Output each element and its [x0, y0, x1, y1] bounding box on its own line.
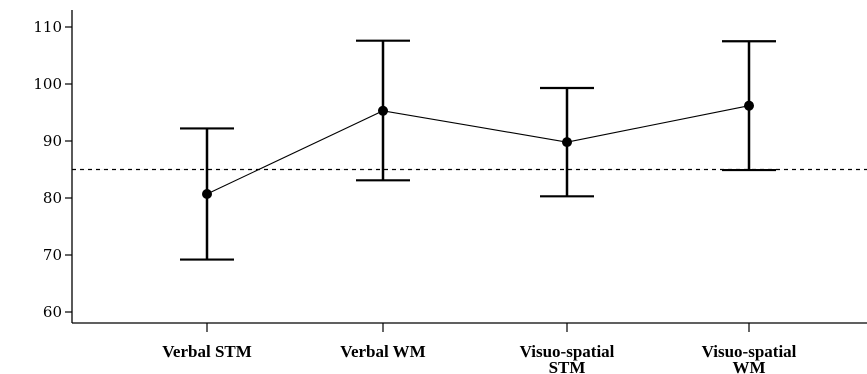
data-point — [744, 100, 754, 111]
x-category-label: Verbal STM — [162, 342, 252, 361]
y-tick-label: 100 — [33, 75, 62, 93]
x-category-label: Visuo-spatial WM — [702, 342, 797, 374]
category-labels: Verbal STM Verbal WM Visuo-spatial STMVisuo… — [162, 342, 796, 374]
y-tick-label: 90 — [43, 132, 62, 150]
series-line-group — [206, 105, 750, 195]
x-category-label-line: Visuo-spatial — [520, 342, 615, 361]
data-point — [562, 137, 572, 148]
y-tick-label: 110 — [33, 18, 62, 36]
axes: 60 70 80 90 100 110 — [33, 10, 867, 332]
series-line — [206, 105, 750, 195]
x-category-label-line: WM — [732, 358, 765, 374]
data-point — [378, 105, 388, 116]
x-category-label-line: Verbal STM — [162, 342, 252, 361]
x-category-label-line: Visuo-spatial — [702, 342, 797, 361]
y-tick-label: 60 — [43, 303, 62, 321]
x-category-label: Visuo-spatial STM — [520, 342, 615, 374]
y-tick-label: 70 — [43, 246, 62, 264]
x-category-label: Verbal WM — [340, 342, 425, 361]
error-bars — [180, 39, 776, 261]
x-category-label-line: Verbal WM — [340, 342, 425, 361]
data-points — [202, 100, 754, 200]
x-category-label-line: STM — [549, 358, 586, 374]
y-tick-label: 80 — [43, 189, 62, 207]
data-point — [202, 189, 212, 200]
